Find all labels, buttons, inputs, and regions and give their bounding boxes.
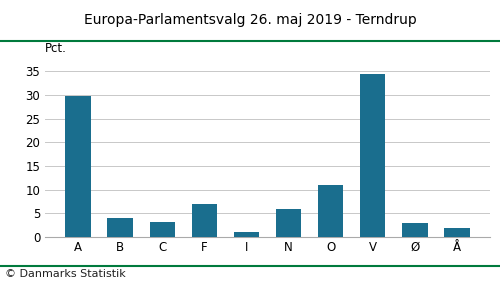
Bar [150,222,175,237]
Bar [318,185,344,237]
Bar [444,228,470,237]
Bar [360,74,386,237]
Bar [192,204,217,237]
Text: Europa-Parlamentsvalg 26. maj 2019 - Terndrup: Europa-Parlamentsvalg 26. maj 2019 - Ter… [84,13,416,27]
Bar [234,232,259,237]
Bar [402,223,427,237]
Text: Pct.: Pct. [45,42,67,55]
Bar [108,218,132,237]
Text: © Danmarks Statistik: © Danmarks Statistik [5,269,126,279]
Bar [65,96,90,237]
Bar [276,208,301,237]
